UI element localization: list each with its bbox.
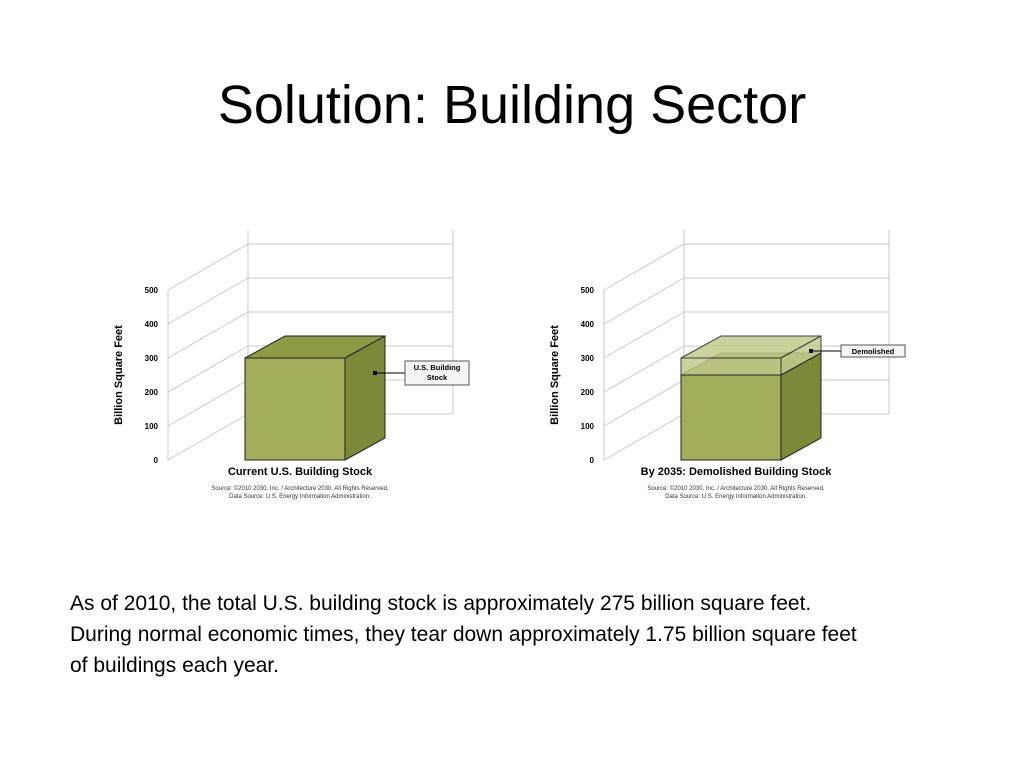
y-tick-label: 500 (145, 286, 159, 295)
grid-line (167, 243, 249, 291)
bar-building-stock (244, 335, 386, 461)
grid-line (603, 345, 685, 393)
y-tick-label: 0 (590, 456, 595, 465)
source-note: Data Source: U.S. Energy Information Adm… (665, 494, 807, 500)
grid-line (167, 413, 249, 461)
callout-label: Demolished (852, 347, 895, 356)
grid-line (603, 277, 685, 325)
callout-box (840, 344, 906, 358)
y-tick-label: 500 (581, 286, 595, 295)
grid-line (603, 379, 685, 427)
y-tick-label: 100 (145, 422, 159, 431)
y-tick-label: 0 (154, 456, 159, 465)
body-text: As of 2010, the total U.S. building stoc… (70, 588, 970, 681)
grid-line (167, 345, 249, 393)
grid-line (167, 277, 249, 325)
grid-line (603, 413, 685, 461)
y-tick-label: 200 (145, 388, 159, 397)
chart-current-building-stock: Billion Square Feet 0 100 200 300 400 500 U.S. … (113, 230, 470, 500)
y-tick-label: 400 (145, 320, 159, 329)
body-line: As of 2010, the total U.S. building stoc… (70, 592, 812, 615)
y-tick-label: 200 (581, 388, 595, 397)
y-tick-label: 400 (581, 320, 595, 329)
callout-label: U.S. Building (414, 363, 461, 372)
y-tick-label: 300 (581, 354, 595, 363)
source-note: Source: ©2010 2030, Inc. / Architecture … (647, 485, 825, 492)
source-note: Source: ©2010 2030, Inc. / Architecture … (211, 485, 389, 492)
grid-line (603, 311, 685, 359)
body-line: During normal economic times, they tear … (70, 623, 857, 646)
bar-demolished-stock (680, 335, 822, 376)
bar-building-stock-side (344, 335, 386, 461)
bar-remaining-stock-front (680, 374, 782, 461)
chart-demolished-building-stock: Billion Square Feet 0 100 200 300 400 500 Demol… (549, 230, 906, 500)
bar-demolished-stock-front (680, 357, 782, 376)
chart-title: Current U.S. Building Stock (228, 466, 373, 478)
body-line: of buildings each year. (70, 654, 279, 677)
y-axis-label: Billion Square Feet (549, 325, 561, 425)
bar-building-stock-front (244, 357, 346, 461)
grid-line (603, 243, 685, 291)
callout-label: Stock (427, 373, 448, 382)
grid-line (167, 311, 249, 359)
chart-title: By 2035: Demolished Building Stock (641, 466, 833, 478)
y-tick-label: 300 (145, 354, 159, 363)
slide-title: Solution: Building Sector (217, 75, 807, 135)
bar-demolished-stock-side (780, 335, 822, 376)
y-tick-label: 100 (581, 422, 595, 431)
source-note: Data Source: U.S. Energy Information Adm… (229, 494, 371, 500)
y-axis-label: Billion Square Feet (113, 325, 125, 425)
callout-box (404, 360, 470, 386)
grid-line (167, 379, 249, 427)
